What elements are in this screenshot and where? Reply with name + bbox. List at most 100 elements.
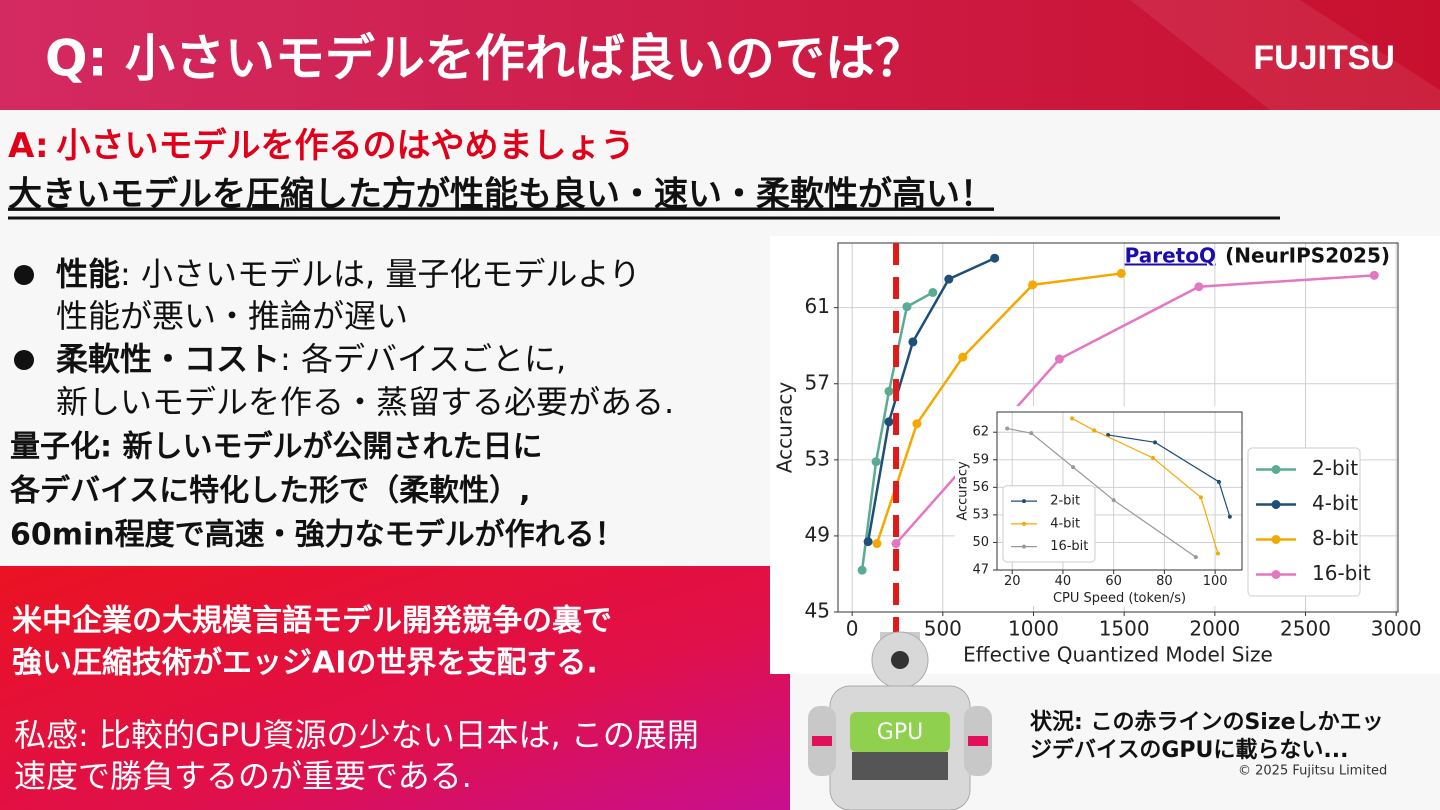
data-point <box>872 539 882 549</box>
data-point <box>912 419 922 429</box>
data-point <box>944 274 954 284</box>
y-tick-label: 57 <box>805 370 830 394</box>
opinion-text: 私感: 比較的GPU資源の少ない日本は, この展開 <box>14 716 699 754</box>
legend-label: 8-bit <box>1312 526 1358 550</box>
legend-marker <box>1022 499 1026 504</box>
y-axis-label: Accuracy <box>773 382 797 473</box>
data-point <box>891 539 901 549</box>
legend-box <box>1002 485 1096 563</box>
answer-detail: 大きいモデルを圧縮した方が性能も良い・速い・柔軟性が高い！ <box>8 175 994 215</box>
legend-label: 4-bit <box>1050 516 1080 531</box>
y-tick-label: 50 <box>972 535 989 550</box>
y-tick-label: 61 <box>805 294 830 318</box>
chart-subtitle: (NeurIPS2025) <box>1225 244 1390 268</box>
header-bar <box>0 0 1440 110</box>
legend-marker <box>1271 570 1281 579</box>
bullet: 柔軟性・コスト: 各デバイスごとに, <box>56 340 566 378</box>
opinion-text: 速度で勝負するのが重要である. <box>14 757 472 795</box>
y-tick-label: 49 <box>805 522 830 546</box>
data-point <box>1028 280 1038 290</box>
plot-frame <box>837 242 1399 613</box>
header-accent <box>1130 0 1440 110</box>
x-tick-label: 500 <box>924 617 962 641</box>
data-point <box>1216 479 1221 484</box>
bullet: 性能: 小さいモデルは, 量子化モデルより <box>56 255 641 293</box>
x-tick-label: 20 <box>1004 574 1021 589</box>
caption: 状況: この赤ラインのSizeしかエッ <box>1030 710 1384 735</box>
y-tick-label: 45 <box>805 599 830 623</box>
data-point <box>1193 555 1198 560</box>
x-tick-label: 0 <box>846 617 859 641</box>
legend-label: 2-bit <box>1050 494 1080 509</box>
bullet-dot <box>14 350 34 370</box>
x-tick-label: 100 <box>1203 574 1228 589</box>
charts: 0 500 1000 1500 2000 2500 3000 45 49 53 57 61 Effect… <box>773 242 1422 667</box>
data-point <box>1227 514 1232 519</box>
data-point <box>990 253 1000 263</box>
callout-text: 米中企業の大規模言語モデル開発競争の裏で <box>12 604 612 639</box>
bullet-term: 柔軟性・コスト <box>56 340 280 378</box>
data-point <box>1116 268 1126 278</box>
data-point <box>871 457 881 467</box>
legend-label: 2-bit <box>1312 456 1358 480</box>
robot-chip <box>852 752 948 780</box>
x-tick-label: 80 <box>1156 574 1173 589</box>
y-axis-label: Accuracy <box>956 461 971 521</box>
data-point <box>857 565 867 575</box>
y-tick-label: 53 <box>972 507 989 522</box>
data-point <box>902 302 912 312</box>
legend-box <box>1247 447 1361 597</box>
chart-title: ParetoQ <box>1125 244 1216 268</box>
robot-stripe <box>812 736 832 746</box>
bullet-text: : 小さいモデルは, 量子化モデルより <box>120 255 641 293</box>
copyright: © 2025 Fujitsu Limited <box>1238 764 1387 779</box>
data-point <box>1150 455 1155 460</box>
x-tick-label: 1500 <box>1099 617 1150 641</box>
data-point <box>1194 282 1204 292</box>
robot-stripe <box>968 736 988 746</box>
gpu-badge <box>850 712 950 752</box>
y-tick-label: 62 <box>972 425 989 440</box>
line-chart: 0 500 1000 1500 2000 2500 3000 45 49 53 57 61 Effect… <box>773 242 1422 667</box>
legend-label: 16-bit <box>1312 561 1371 585</box>
x-tick-label: 2500 <box>1280 617 1331 641</box>
x-tick-label: 60 <box>1105 574 1122 589</box>
quant-text: 60min程度で高速・強力なモデルが作れる！ <box>10 518 625 553</box>
caption: ジデバイスのGPUに載らない... <box>1030 737 1348 763</box>
x-axis-label: Effective Quantized Model Size <box>963 643 1273 667</box>
answer-text: 小さいモデルを作るのはやめましょう <box>57 126 635 166</box>
x-tick-label: 1000 <box>1008 617 1059 641</box>
data-point <box>1215 551 1220 556</box>
data-point <box>1070 416 1075 421</box>
bullet-term: 性能 <box>56 255 120 293</box>
legend-marker <box>1271 535 1281 544</box>
answer-prefix: A: <box>8 126 49 166</box>
data-point <box>884 386 894 396</box>
data-point <box>863 537 873 547</box>
callout-box <box>0 566 790 810</box>
series-line <box>1107 434 1231 517</box>
y-tick-label: 47 <box>972 563 989 578</box>
robot: GPU <box>808 631 992 810</box>
data-point <box>928 287 938 297</box>
y-tick-label: 59 <box>972 452 989 467</box>
data-point <box>1005 426 1010 431</box>
plot-frame <box>996 411 1243 571</box>
bullet-text: 性能が悪い・推論が遅い <box>56 297 408 335</box>
line-chart: 20 40 60 80 100 47 50 53 56 59 62 CPU Speed (token/… <box>955 406 1247 606</box>
data-point <box>1369 270 1379 280</box>
legend-marker <box>1271 465 1281 474</box>
x-tick-label: 2000 <box>1189 617 1240 641</box>
quant-text: 量子化: 新しいモデルが公開された日に <box>10 430 542 465</box>
data-point <box>1092 428 1097 433</box>
callout-text: 強い圧縮技術がエッジAIの世界を支配する. <box>12 646 598 681</box>
bullet-dot <box>14 265 34 285</box>
legend-label: 16-bit <box>1050 539 1088 554</box>
legend-label: 4-bit <box>1312 491 1358 515</box>
x-axis-label: CPU Speed (token/s) <box>1053 591 1186 606</box>
legend-marker <box>1022 521 1026 526</box>
legend-marker <box>1271 500 1281 509</box>
data-point <box>1111 498 1116 503</box>
x-tick-label: 3000 <box>1371 617 1422 641</box>
